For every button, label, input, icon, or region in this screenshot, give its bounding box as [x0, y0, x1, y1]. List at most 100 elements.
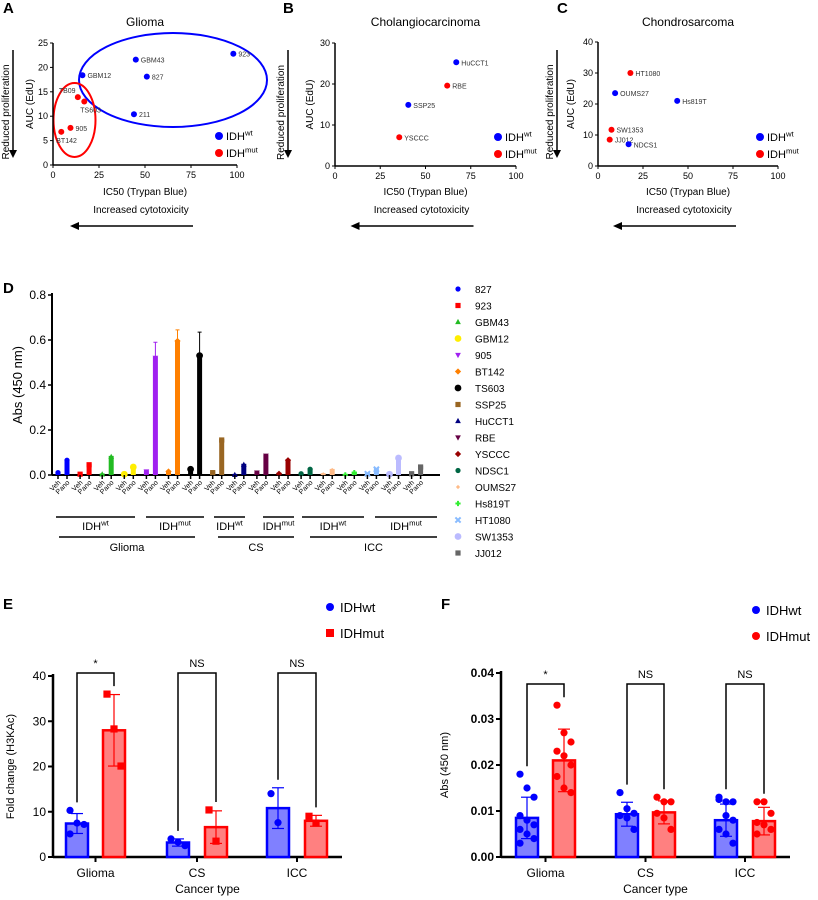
- legend-label-idhwt-base: IDH: [505, 132, 524, 144]
- legend-label-idhwt: IDHwt: [340, 600, 376, 615]
- significance-label: *: [93, 658, 98, 670]
- legend-label-idhwt-base: IDH: [767, 132, 786, 144]
- x-annotation-label: Increased cytotoxicity: [93, 205, 189, 216]
- subgroup-label-mut-sup: mut: [409, 519, 423, 528]
- legend-label-idhwt: IDHwt: [766, 603, 802, 618]
- y-tick-label: 30: [583, 68, 593, 78]
- legend-label-idhmut-sup: mut: [524, 147, 538, 156]
- legend-label-ts603: TS603: [475, 384, 505, 395]
- legend-marker-idhwt: [494, 133, 502, 141]
- legend-marker-ndsc1: [455, 467, 461, 474]
- x-tick-label: 75: [466, 171, 476, 181]
- point-label: HuCCT1: [461, 60, 488, 67]
- legend-label-hs819t: Hs819T: [475, 500, 510, 511]
- legend-marker-idhmut: [494, 150, 502, 158]
- panel-letter-b: B: [283, 0, 294, 17]
- legend-label-idhmut-base: IDH: [767, 149, 786, 161]
- data-point-idhwt: [623, 805, 631, 813]
- data-point-idhwt: [267, 790, 275, 798]
- legend-label-jj012: JJ012: [475, 549, 502, 560]
- x-axis-label: Cancer type: [623, 882, 688, 896]
- point-label: JJ012: [615, 138, 634, 145]
- data-marker-ndsc1: [307, 466, 313, 472]
- data-point-idhwt: [530, 793, 538, 801]
- legend-label-idhmut: IDHmut: [340, 626, 384, 641]
- y-tick-label: 10: [38, 111, 48, 121]
- data-point-idhwt: [722, 812, 730, 820]
- data-marker-ht1080: [364, 470, 371, 478]
- y-tick-label: 10: [320, 120, 330, 130]
- left-arrow-icon: [350, 222, 360, 230]
- x-tick-label-glioma: Glioma: [76, 866, 114, 880]
- legend-label-idhwt-base: IDH: [226, 131, 245, 143]
- point-label: TB09: [59, 88, 76, 95]
- legend-marker-idhwt: [752, 606, 760, 614]
- x-annotation-label: Increased cytotoxicity: [636, 205, 732, 216]
- data-marker-ndsc1: [298, 471, 304, 477]
- data-point-idhmut: [567, 761, 575, 769]
- point-label: SSP25: [413, 103, 435, 110]
- data-marker-ssp25: [210, 470, 216, 476]
- y-axis-label: AUC (EdU): [25, 79, 36, 129]
- subgroup-label-mut: IDHmut: [263, 519, 296, 533]
- data-point-idhwt: [729, 839, 737, 847]
- legend-label-oums27: OUMS27: [475, 483, 517, 494]
- y-tick-label: 0.4: [29, 378, 46, 392]
- data-marker-bt142: [165, 468, 172, 475]
- legend-label-ndsc1: NDSC1: [475, 467, 509, 478]
- data-point-jj012: [606, 136, 613, 143]
- data-point-idhmut: [760, 798, 768, 806]
- x-tick-label: 50: [140, 170, 150, 180]
- data-point-idhmut: [760, 821, 768, 829]
- point-label: GBM12: [87, 73, 111, 80]
- bar-gbm43-pano: [108, 455, 114, 475]
- legend-label-gbm43: GBM43: [475, 318, 509, 329]
- data-point-idhmut: [560, 729, 568, 737]
- data-marker-rbe: [263, 453, 269, 459]
- y-tick-label: 5: [43, 136, 48, 146]
- panel-letter-a: A: [3, 0, 14, 17]
- data-marker-oums27: [330, 467, 335, 473]
- x-tick-label-cs: CS: [189, 866, 206, 880]
- panel-letter-d: D: [3, 280, 14, 297]
- legend-marker-bt142: [454, 368, 462, 375]
- data-marker-ht1080: [373, 465, 380, 473]
- legend-marker-jj012: [455, 550, 461, 556]
- data-point-idhwt: [630, 825, 638, 834]
- legend-marker-ysccc: [454, 450, 462, 458]
- y-axis-label: Fold change (H3KAc): [5, 714, 17, 819]
- legend-marker-idhwt: [756, 133, 764, 141]
- significance-label: NS: [289, 658, 304, 670]
- x-tick-label: 0: [332, 171, 337, 181]
- y-tick-label: 0.03: [471, 712, 495, 726]
- bar-ht1080-pano: [373, 468, 379, 475]
- data-point-idhwt: [722, 798, 730, 806]
- point-label: RBE: [452, 84, 467, 91]
- significance-bracket: [526, 683, 565, 767]
- data-point-idhwt: [715, 795, 723, 804]
- data-point-rbe: [444, 82, 451, 89]
- y-tick-label: 20: [33, 760, 47, 774]
- data-marker-hucct1: [231, 471, 238, 477]
- x-tick-label: 100: [508, 171, 523, 181]
- data-point-idhmut: [767, 809, 775, 817]
- data-point-idhmut: [305, 812, 313, 820]
- data-marker-gbm12: [120, 470, 128, 478]
- data-point-idhmut: [212, 837, 220, 845]
- legend-marker-ts603: [454, 384, 462, 392]
- x-tick-label-icc: ICC: [735, 866, 756, 880]
- subgroup-label-mut: IDHmut: [159, 519, 192, 533]
- legend-label-ht1080: HT1080: [475, 516, 511, 527]
- data-point-idhwt: [73, 819, 81, 827]
- y-axis-label: Abs (450 nm): [439, 732, 451, 798]
- subgroup-label-wt-base: IDH: [82, 521, 101, 533]
- data-point-idhwt: [530, 821, 538, 829]
- y-tick-label: 0.00: [471, 850, 495, 864]
- x-tick-label: 50: [683, 171, 693, 181]
- legend-marker-idhmut: [752, 632, 760, 640]
- data-point-idhwt: [66, 830, 74, 838]
- down-arrow-icon: [553, 150, 561, 158]
- legend-label-rbe: RBE: [475, 434, 496, 445]
- y-tick-label: 0: [39, 850, 46, 864]
- data-point-bt142: [58, 128, 65, 135]
